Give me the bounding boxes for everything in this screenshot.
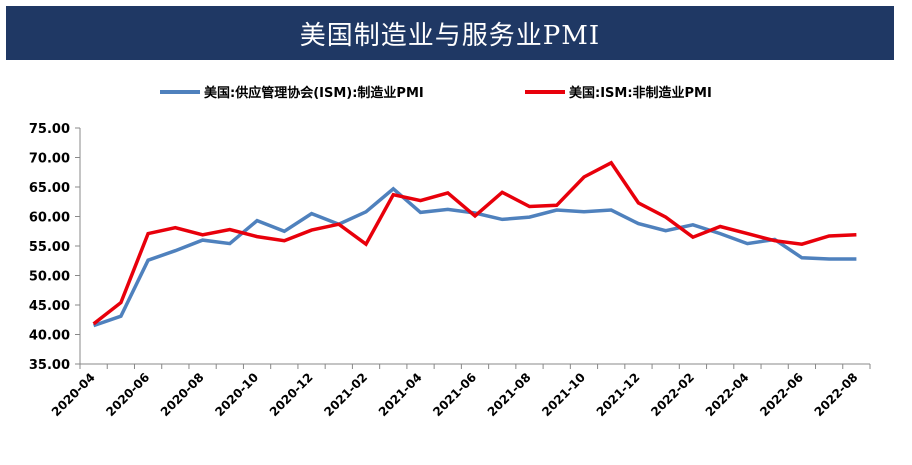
legend-label-manufacturing: 美国:供应管理协会(ISM):制造业PMI xyxy=(204,85,424,101)
y-tick-label: 55.00 xyxy=(29,240,70,255)
x-tick-label: 2022-08 xyxy=(812,370,861,419)
series-line-non-manufacturing-pmi xyxy=(92,160,857,326)
y-tick-label: 65.00 xyxy=(29,181,70,196)
y-tick-label: 40.00 xyxy=(29,329,70,344)
x-tick-label: 2021-12 xyxy=(594,370,643,419)
legend: 美国:供应管理协会(ISM):制造业PMI 美国:ISM:非制造业PMI xyxy=(160,85,712,101)
x-tick-label: 2021-04 xyxy=(376,370,425,419)
x-tick-label: 2020-12 xyxy=(267,370,316,419)
x-tick-label: 2022-02 xyxy=(648,370,697,419)
title-bar: 美国制造业与服务业PMI xyxy=(6,6,894,60)
axes: 35.00 40.00 45.00 50.00 55.00 60.00 65.00 70.00… xyxy=(29,122,871,419)
y-tick-label: 60.00 xyxy=(29,211,70,226)
y-tick-label: 75.00 xyxy=(29,122,70,137)
x-tick-label: 2020-10 xyxy=(212,370,261,419)
x-tick-label: 2022-04 xyxy=(703,370,752,419)
x-tick-label: 2020-04 xyxy=(49,370,98,419)
legend-label-non-manufacturing: 美国:ISM:非制造业PMI xyxy=(569,85,712,101)
x-tick-label: 2021-10 xyxy=(539,370,588,419)
y-tick-label: 45.00 xyxy=(29,299,70,314)
y-tick-label: 70.00 xyxy=(29,152,70,167)
y-tick-label: 50.00 xyxy=(29,270,70,285)
x-tick-label: 2021-02 xyxy=(321,370,370,419)
series-line-manufacturing-pmi xyxy=(93,186,857,328)
series-group xyxy=(92,160,857,328)
x-tick-label: 2021-08 xyxy=(485,370,534,419)
chart-title: 美国制造业与服务业PMI xyxy=(299,20,601,51)
x-tick-label: 2020-08 xyxy=(158,370,207,419)
y-tick-label: 35.00 xyxy=(29,358,70,373)
x-tick-label: 2022-06 xyxy=(757,370,806,419)
x-tick-label: 2020-06 xyxy=(103,370,152,419)
x-tick-label: 2021-06 xyxy=(430,370,479,419)
